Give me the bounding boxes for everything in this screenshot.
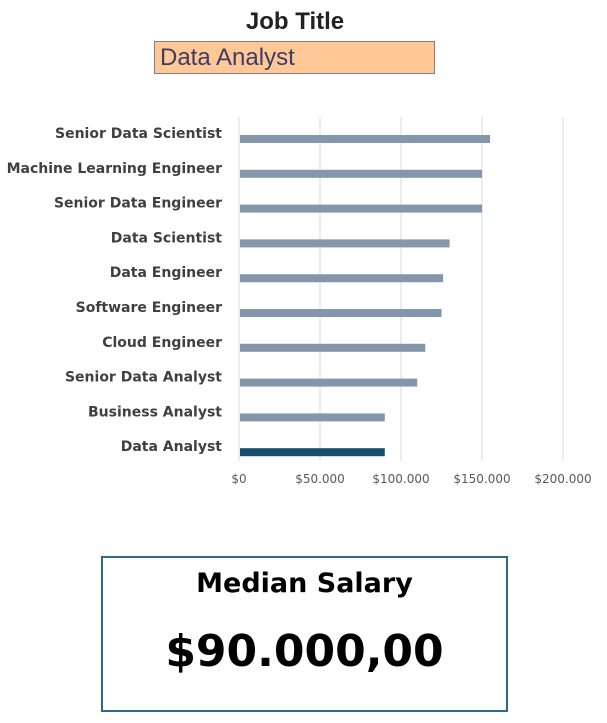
category-label: Machine Learning Engineer [7, 161, 222, 177]
x-tick-label: $100.000 [372, 472, 429, 486]
category-label: Software Engineer [76, 300, 222, 316]
median-salary-card: Median Salary $90.000,00 [101, 556, 508, 712]
bar [240, 378, 418, 387]
x-tick-label: $0 [231, 472, 246, 486]
bar [240, 448, 385, 457]
bar [240, 413, 385, 422]
category-label: Data Analyst [121, 439, 223, 455]
job-title-label: Job Title [245, 8, 345, 35]
bar [240, 309, 442, 317]
bars [240, 135, 491, 457]
x-tick-label: $200.000 [534, 472, 591, 486]
category-label: Senior Data Engineer [54, 196, 222, 212]
salary-bar-chart: Senior Data Scientist Machine Learning En… [7, 117, 592, 486]
median-salary-value: $90.000,00 [165, 626, 444, 677]
job-title-dropdown[interactable]: Data Analyst [154, 41, 435, 74]
x-tick-labels: $0 $50.000 $100.000 $150.000 $200.000 [231, 472, 591, 486]
category-labels: Senior Data Scientist Machine Learning En… [7, 126, 223, 455]
category-label: Senior Data Analyst [65, 370, 222, 386]
category-label: Data Engineer [110, 265, 222, 281]
category-label: Data Scientist [111, 230, 223, 246]
x-tick-label: $50.000 [295, 472, 345, 486]
bar [240, 204, 482, 213]
bar [240, 135, 491, 143]
median-salary-title: Median Salary [196, 568, 413, 599]
bar [240, 343, 426, 352]
bar [240, 274, 444, 283]
bar [240, 239, 450, 248]
bar [240, 169, 482, 178]
category-label: Cloud Engineer [102, 335, 222, 351]
gridlines [238, 117, 564, 461]
category-label: Business Analyst [88, 404, 222, 420]
category-label: Senior Data Scientist [55, 126, 222, 142]
x-tick-label: $150.000 [453, 472, 510, 486]
